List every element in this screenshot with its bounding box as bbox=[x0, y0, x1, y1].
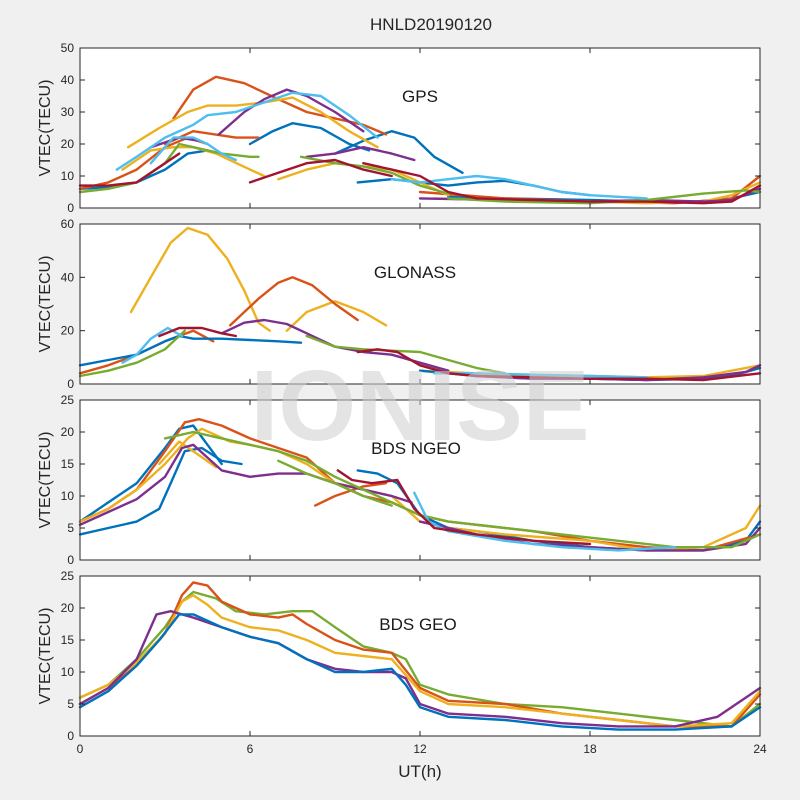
series-line bbox=[333, 130, 464, 174]
series-line bbox=[362, 162, 762, 205]
series-line bbox=[78, 424, 223, 523]
chart-title: HNLD20190120 bbox=[370, 15, 492, 34]
series-line bbox=[78, 594, 762, 728]
panel-label: GPS bbox=[402, 87, 438, 106]
series-line bbox=[248, 158, 393, 184]
x-tick-label: 0 bbox=[77, 742, 84, 756]
y-tick-label: 25 bbox=[61, 393, 75, 407]
y-tick-label: 15 bbox=[61, 457, 75, 471]
y-tick-label: 10 bbox=[61, 169, 75, 183]
panel-label: BDS NGEO bbox=[371, 439, 461, 458]
series-line bbox=[390, 174, 648, 200]
x-tick-label: 24 bbox=[753, 742, 767, 756]
series-line bbox=[126, 96, 379, 149]
plot-area bbox=[80, 576, 760, 736]
series-line bbox=[163, 430, 762, 549]
y-tick-label: 60 bbox=[61, 217, 75, 231]
y-tick-label: 0 bbox=[67, 553, 74, 567]
x-tick-label: 18 bbox=[583, 742, 597, 756]
y-axis-label: VTEC(TECU) bbox=[37, 80, 54, 177]
panel-3: 0 5 10 15 20 25 0 6 12 18 24 VTEC(TECU) BDS GEO bbox=[37, 569, 767, 756]
series-line bbox=[149, 136, 237, 165]
y-axis-label: VTEC(TECU) bbox=[37, 432, 54, 529]
y-tick-label: 25 bbox=[61, 569, 75, 583]
series-line bbox=[433, 372, 648, 379]
y-axis-label: VTEC(TECU) bbox=[37, 256, 54, 353]
series-line bbox=[78, 427, 762, 552]
y-tick-label: 20 bbox=[61, 137, 75, 151]
series-line bbox=[305, 146, 416, 162]
series-line bbox=[277, 459, 393, 507]
series-line bbox=[78, 613, 762, 731]
y-tick-label: 0 bbox=[67, 377, 74, 391]
series-line bbox=[78, 149, 209, 190]
series-line bbox=[78, 334, 303, 367]
series-line bbox=[475, 364, 762, 382]
series-line bbox=[220, 318, 450, 372]
series-line bbox=[447, 189, 762, 205]
series-line bbox=[299, 155, 450, 195]
y-tick-label: 20 bbox=[61, 324, 75, 338]
panel-label: BDS GEO bbox=[379, 615, 456, 634]
y-tick-label: 0 bbox=[67, 201, 74, 215]
panel-2: 0 5 10 15 20 25 VTEC(TECU) BDS NGEO bbox=[37, 393, 762, 567]
y-tick-label: 10 bbox=[61, 489, 75, 503]
series-line bbox=[78, 443, 413, 526]
y-tick-label: 50 bbox=[61, 41, 75, 55]
plot-area bbox=[80, 224, 760, 384]
y-tick-label: 20 bbox=[61, 601, 75, 615]
series-line bbox=[78, 610, 762, 728]
panel-1: 0 20 40 60 VTEC(TECU) GLONASS bbox=[37, 217, 762, 391]
y-tick-label: 40 bbox=[61, 73, 75, 87]
y-tick-label: 5 bbox=[67, 521, 74, 535]
series-line bbox=[229, 276, 359, 327]
series-line bbox=[78, 329, 186, 378]
series-line bbox=[158, 326, 237, 338]
series-line bbox=[115, 91, 379, 171]
series-line bbox=[305, 334, 507, 375]
plot-area bbox=[80, 48, 760, 208]
y-tick-label: 15 bbox=[61, 633, 75, 647]
series-line bbox=[78, 152, 181, 187]
series-line bbox=[336, 469, 592, 546]
series-line bbox=[356, 348, 762, 382]
series-line bbox=[217, 88, 365, 136]
y-tick-label: 10 bbox=[61, 665, 75, 679]
series-line bbox=[314, 482, 388, 507]
x-tick-label: 6 bbox=[247, 742, 254, 756]
y-tick-label: 30 bbox=[61, 105, 75, 119]
panel-0: 0 10 20 30 40 50 VTEC(TECU) GPS bbox=[37, 41, 762, 215]
series-line bbox=[285, 300, 388, 332]
y-tick-label: 40 bbox=[61, 270, 75, 284]
series-line bbox=[129, 226, 271, 332]
y-axis-label: VTEC(TECU) bbox=[37, 608, 54, 705]
x-tick-label: 12 bbox=[413, 742, 427, 756]
series-line bbox=[78, 142, 260, 194]
y-tick-label: 0 bbox=[67, 729, 74, 743]
x-axis-label: UT(h) bbox=[398, 762, 441, 781]
panel-label: GLONASS bbox=[374, 263, 456, 282]
watermark: IONISE bbox=[251, 350, 590, 462]
y-tick-label: 5 bbox=[67, 697, 74, 711]
y-tick-label: 20 bbox=[61, 425, 75, 439]
